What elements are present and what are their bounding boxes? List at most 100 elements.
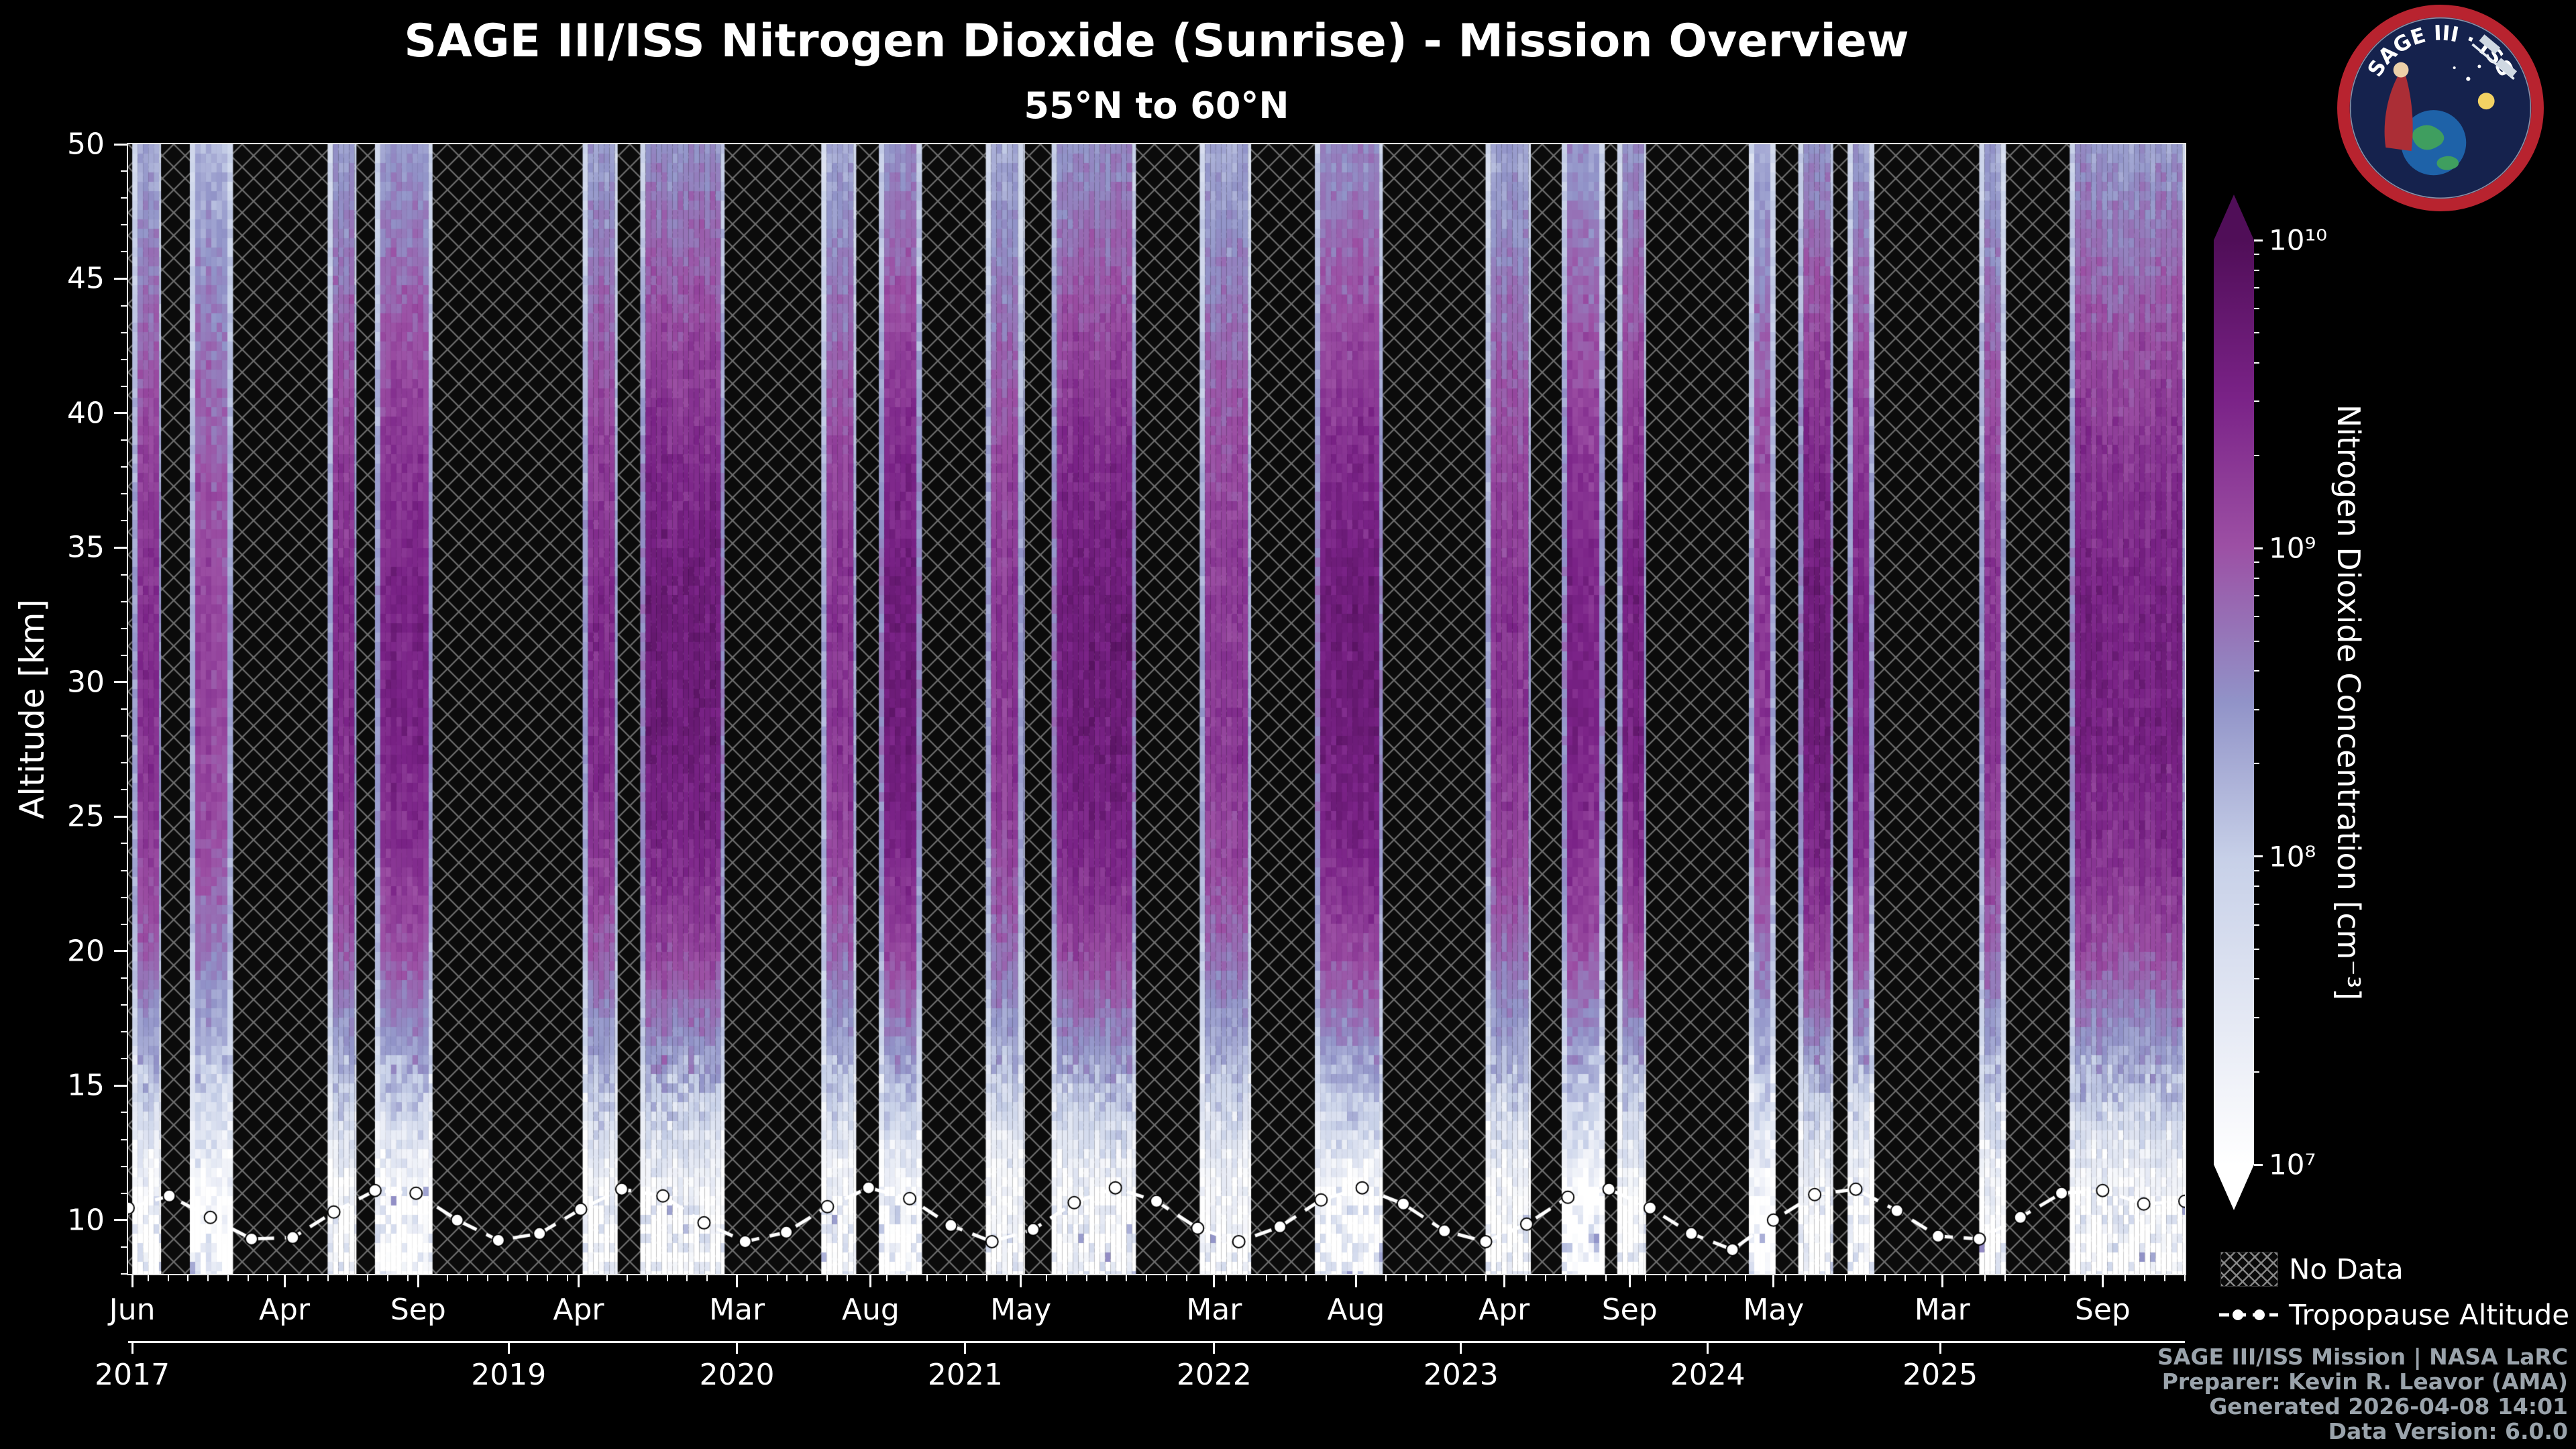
footer-line-version: Data Version: 6.0.0 [2328,1418,2568,1444]
x-minor-tick [1925,1275,1927,1281]
tropopause-label: Tropopause Altitude [2289,1298,2570,1332]
y-minor-tick [121,1273,127,1275]
x-month-label: Mar [1914,1293,1970,1327]
y-minor-tick [121,1165,127,1167]
y-tick-label: 15 [67,1068,105,1103]
y-minor-tick [121,358,127,360]
colorbar-label: Nitrogen Dioxide Concentration [cm⁻³] [2330,404,2367,1001]
y-minor-tick [121,843,127,845]
x-minor-tick [1226,1275,1228,1281]
y-tick-mark [114,950,127,953]
x-minor-tick [1465,1275,1467,1281]
x-minor-tick [627,1275,629,1281]
year-tick-mark [1939,1343,1941,1354]
y-minor-tick [121,735,127,737]
x-minor-tick [946,1275,948,1281]
x-tick-mark [283,1275,286,1287]
year-tick-mark [131,1343,133,1354]
colorbar-tick-mark [2254,239,2263,241]
x-minor-tick [2164,1275,2166,1281]
x-minor-tick [906,1275,908,1281]
y-minor-tick [121,305,127,307]
colorbar-minor-tick [2254,869,2259,871]
x-month-label: Mar [1186,1293,1242,1327]
x-minor-tick [1984,1275,1986,1281]
x-tick-mark [577,1275,580,1287]
y-tick-label: 50 [67,127,105,162]
y-minor-tick [121,251,127,253]
logo-sage-figure [2384,76,2413,152]
colorbar-tick-label: 10⁹ [2269,531,2316,565]
year-label: 2019 [471,1358,547,1392]
y-tick-label: 45 [67,261,105,296]
colorbar-gradient [2214,240,2254,1165]
y-minor-tick [121,1192,127,1194]
x-tick-mark [1020,1275,1022,1287]
x-minor-tick [566,1275,568,1281]
colorbar-tick-label: 10⁷ [2269,1148,2316,1181]
x-minor-tick [826,1275,828,1281]
tropopause-swatch [2219,1309,2278,1320]
x-minor-tick [1006,1275,1008,1281]
x-tick-mark [869,1275,872,1287]
x-minor-tick [1126,1275,1128,1281]
logo-star [2477,64,2481,68]
x-minor-tick [2064,1275,2066,1281]
y-minor-tick [121,493,127,495]
x-minor-tick [267,1275,269,1281]
x-minor-tick [1784,1275,1786,1281]
year-label: 2022 [1176,1358,1252,1392]
y-tick-label: 25 [67,799,105,834]
y-minor-tick [121,466,127,468]
year-label: 2017 [95,1358,170,1392]
x-minor-tick [1326,1275,1328,1281]
x-minor-tick [786,1275,788,1281]
x-minor-tick [1745,1275,1747,1281]
year-tick-mark [964,1343,967,1354]
x-tick-mark [131,1275,133,1287]
y-minor-tick [121,923,127,925]
colorbar-minor-tick [2254,640,2259,642]
x-minor-tick [1884,1275,1886,1281]
x-month-label: Mar [709,1293,765,1327]
x-axis-year-line [128,1341,2185,1343]
colorbar-minor-tick [2254,362,2259,364]
x-minor-tick [1245,1275,1247,1281]
x-tick-mark [417,1275,419,1287]
x-month-label: Apr [1479,1293,1530,1327]
x-minor-tick [347,1275,349,1281]
y-minor-tick [121,708,127,710]
x-tick-mark [1213,1275,1216,1287]
y-minor-tick [121,574,127,576]
x-month-label: Apr [553,1293,604,1327]
mission-logo: SAGE III · ISS [2337,5,2544,211]
colorbar-minor-tick [2254,978,2259,980]
logo-inner-ring [2349,17,2532,199]
y-tick-mark [114,546,127,549]
heatmap-canvas [128,144,2185,1274]
y-minor-tick [121,654,127,656]
colorbar-arrow-top [2214,195,2254,240]
colorbar-minor-tick [2254,595,2259,597]
x-minor-tick [407,1275,409,1281]
x-minor-tick [1485,1275,1487,1281]
x-minor-tick [1066,1275,1068,1281]
x-minor-tick [1725,1275,1727,1281]
x-minor-tick [2184,1275,2186,1281]
x-month-label: Jun [109,1293,156,1327]
footer-line-generated: Generated 2026-04-08 14:01 [2209,1393,2568,1419]
y-tick-mark [114,1084,127,1087]
logo-sage-head [2393,62,2409,78]
x-minor-tick [1665,1275,1667,1281]
y-tick-mark [114,1219,127,1222]
x-tick-mark [1628,1275,1631,1287]
year-tick-mark [507,1343,510,1354]
x-minor-tick [646,1275,648,1281]
x-minor-tick [467,1275,469,1281]
y-minor-tick [121,1058,127,1060]
y-tick-label: 30 [67,665,105,700]
colorbar-minor-tick [2254,400,2259,402]
x-minor-tick [2144,1275,2146,1281]
x-minor-tick [1445,1275,1447,1281]
logo-earth-land [2436,156,2459,170]
